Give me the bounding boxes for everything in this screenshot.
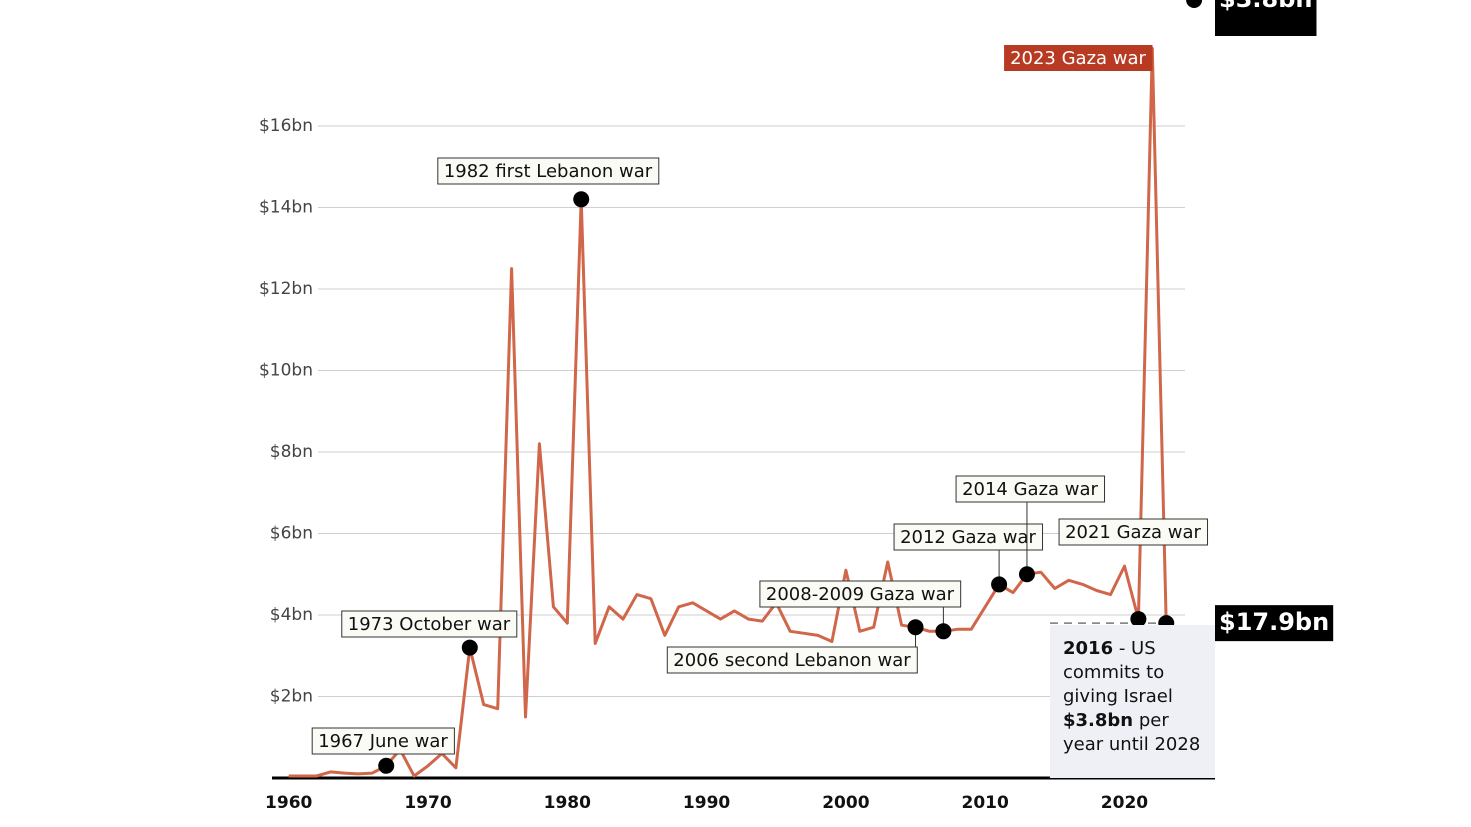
x-tick-label: 1980 <box>544 793 591 813</box>
y-tick-label: $10bn <box>259 360 313 380</box>
x-tick-label: 2010 <box>962 793 1009 813</box>
x-tick-label: 1960 <box>265 793 312 813</box>
annotation-box <box>311 727 455 755</box>
annotation-label: 2023 Gaza war <box>1010 48 1146 69</box>
data-point <box>1130 611 1147 628</box>
annotation-label: 2021 Gaza war <box>1065 522 1201 543</box>
annotation: 2008-2009 Gaza war <box>759 580 962 608</box>
value-label-text: $17.9bn <box>1219 608 1329 636</box>
note-text: $3.8bn <box>1063 710 1134 731</box>
y-tick-label: $16bn <box>259 116 313 136</box>
data-point <box>1186 0 1203 8</box>
y-tick-label: $8bn <box>270 442 313 462</box>
annotation-label: 2014 Gaza war <box>962 479 1098 500</box>
data-point <box>935 623 952 640</box>
value-label-box <box>1215 0 1317 36</box>
x-tick-label: 1970 <box>404 793 451 813</box>
annotation-label: 2012 Gaza war <box>900 527 1036 548</box>
y-tick-label: $6bn <box>270 523 313 543</box>
y-tick-label: $2bn <box>270 686 313 706</box>
annotation: 2021 Gaza war <box>1058 518 1209 546</box>
annotation-label: 1973 October war <box>348 614 511 635</box>
annotation-label: 1982 first Lebanon war <box>444 161 653 182</box>
annotation-label: 1967 June war <box>318 731 448 752</box>
data-point <box>378 757 395 774</box>
value-label: $3.8bn <box>1215 0 1317 36</box>
data-point <box>461 639 478 656</box>
annotation-box <box>1058 518 1209 546</box>
y-tick-label: $14bn <box>259 197 313 217</box>
note-box: 2016 - US commits to giving Israel $3.8b… <box>1050 625 1215 778</box>
annotation-box <box>955 475 1106 503</box>
data-point <box>907 619 924 636</box>
annotation: 2014 Gaza war <box>955 475 1106 503</box>
annotation-box <box>666 646 918 674</box>
value-label-box <box>1215 605 1334 642</box>
annotation-box <box>759 580 962 608</box>
annotation-box <box>437 157 660 185</box>
annotation-label: 2006 second Lebanon war <box>673 650 911 671</box>
annotation: 1982 first Lebanon war <box>437 157 660 185</box>
data-point <box>1018 566 1035 583</box>
annotation-label: 2008-2009 Gaza war <box>766 584 955 605</box>
annotation-box <box>893 523 1044 551</box>
x-tick-label: 1990 <box>683 793 730 813</box>
annotation-box <box>1004 45 1153 71</box>
annotation: 2012 Gaza war <box>893 523 1044 551</box>
data-point <box>573 191 590 208</box>
note-text: - US commits to giving Israel <box>1063 638 1173 707</box>
value-label: $17.9bn <box>1215 605 1334 642</box>
annotation: 1973 October war <box>341 610 518 638</box>
y-tick-label: $12bn <box>259 279 313 299</box>
annotation: 1967 June war <box>311 727 455 755</box>
annotation-box <box>341 610 518 638</box>
data-line <box>288 47 1168 778</box>
y-tick-label: $4bn <box>270 605 313 625</box>
x-tick-label: 2020 <box>1101 793 1148 813</box>
note-text: per year until 2028 <box>1063 710 1201 755</box>
note-text: 2016 <box>1063 638 1114 659</box>
data-point <box>991 576 1008 593</box>
x-tick-label: 2000 <box>822 793 869 813</box>
value-label-text: $3.8bn <box>1219 0 1312 13</box>
annotation: 2023 Gaza war <box>1004 45 1153 71</box>
annotation: 2006 second Lebanon war <box>666 646 918 674</box>
